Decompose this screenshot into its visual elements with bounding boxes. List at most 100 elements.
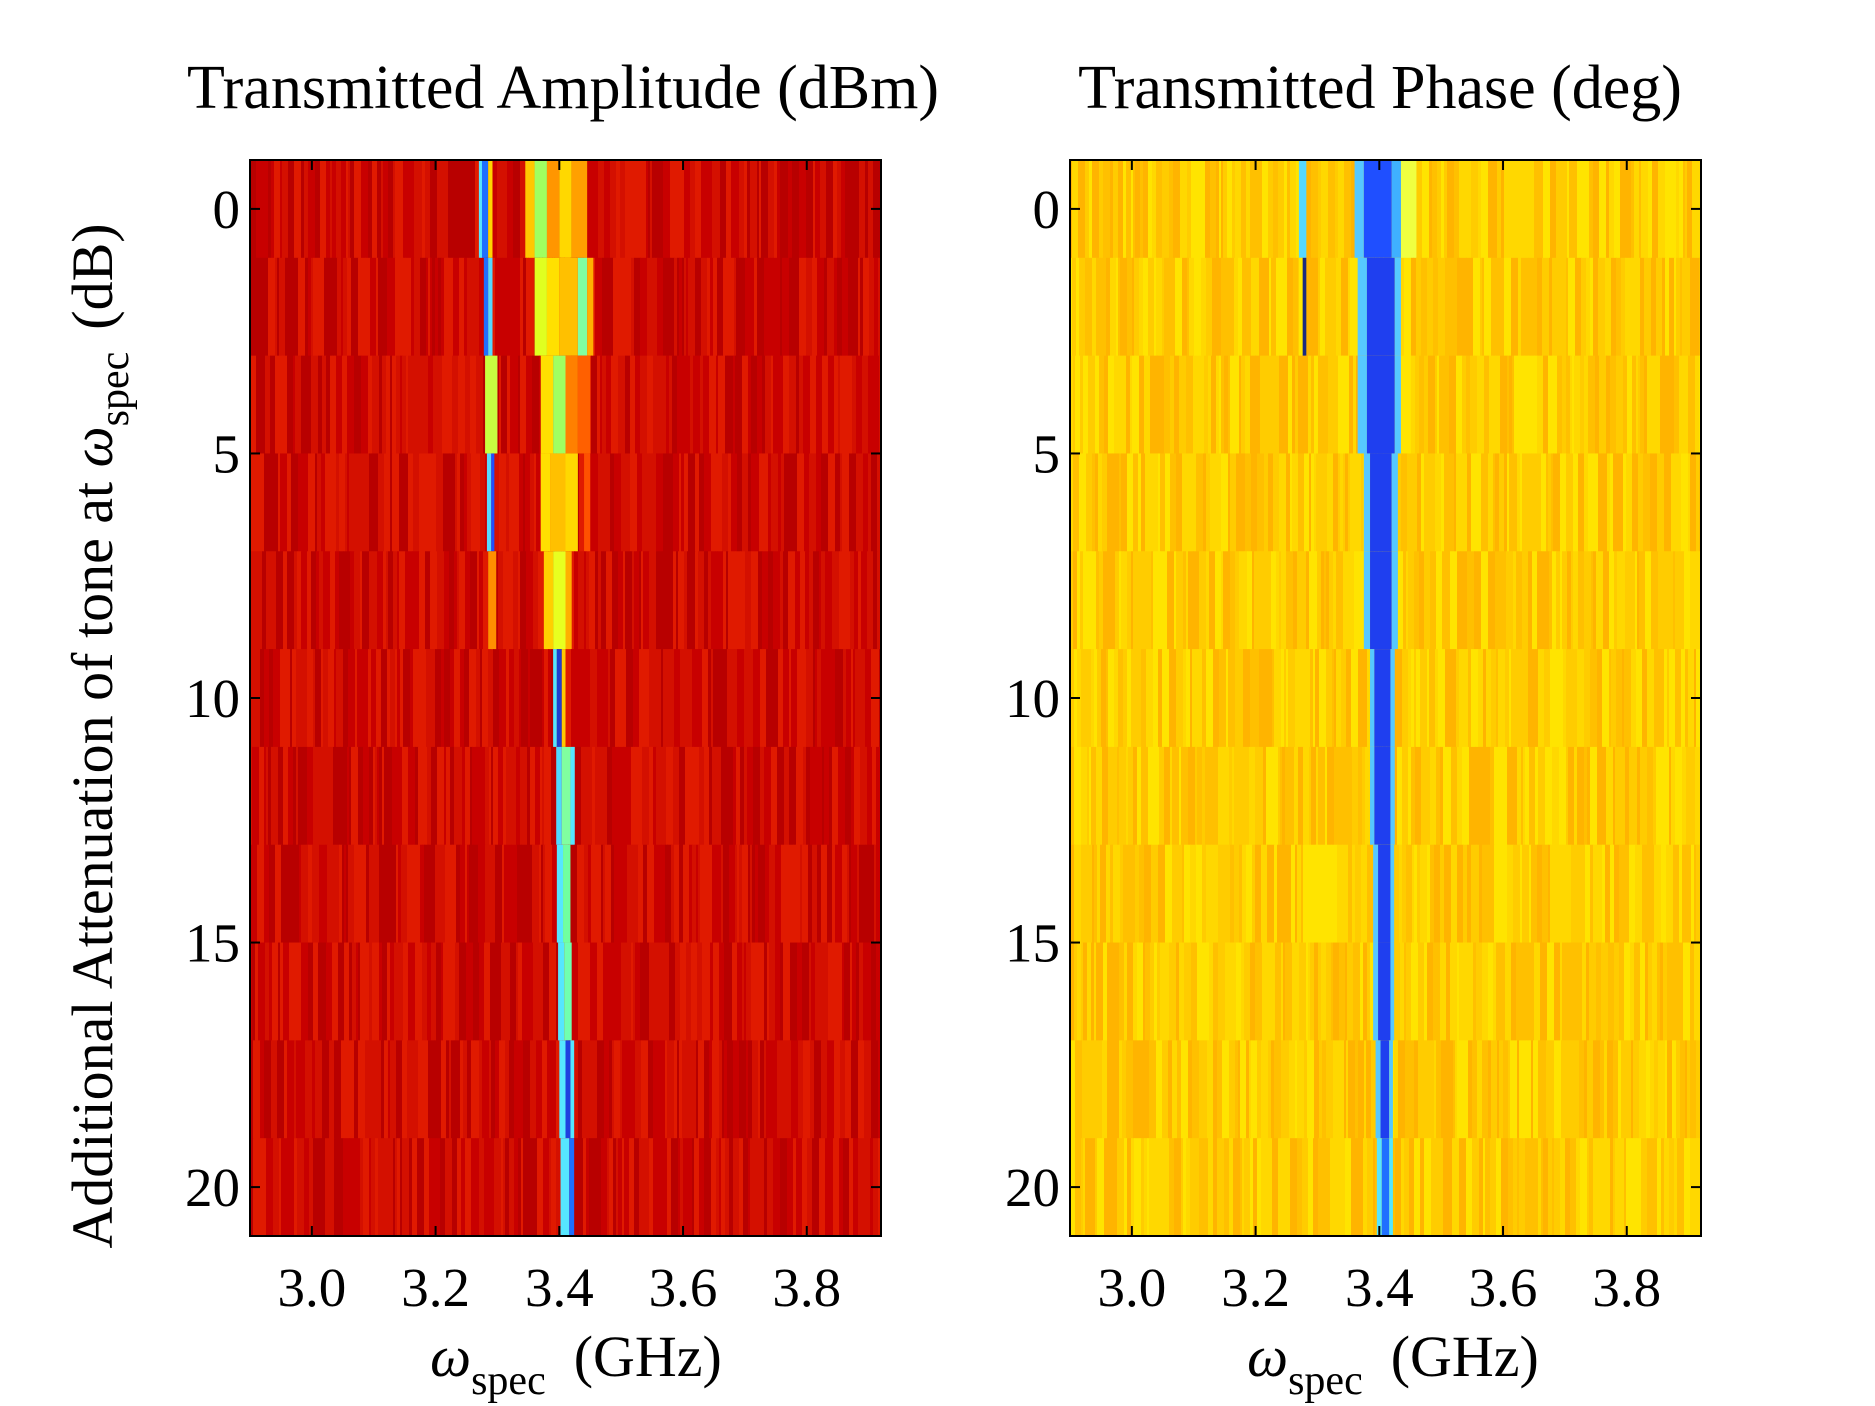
phase-heatmap-cell bbox=[1254, 551, 1257, 650]
amplitude-heatmap-cell bbox=[657, 1040, 661, 1139]
phase-heatmap-cell bbox=[1636, 649, 1643, 748]
amplitude-heatmap-cell bbox=[684, 551, 688, 650]
phase-heatmap-cell bbox=[1679, 160, 1684, 259]
phase-heatmap-cell bbox=[1473, 160, 1479, 259]
phase-heatmap-cell bbox=[1675, 746, 1683, 846]
amplitude-heatmap-cell bbox=[287, 1040, 295, 1139]
amplitude-heatmap-cell bbox=[544, 649, 549, 748]
amplitude-heatmap-cell bbox=[390, 649, 396, 748]
amplitude-heatmap-cell bbox=[745, 551, 752, 650]
phase-heatmap-cell bbox=[1181, 1138, 1184, 1237]
amplitude-heatmap-cell bbox=[376, 257, 379, 357]
amplitude-heatmap-cell bbox=[769, 844, 776, 944]
amplitude-heatmap-cell bbox=[381, 1040, 385, 1139]
amplitude-x-tick-label: 3.6 bbox=[649, 1257, 718, 1318]
amplitude-heatmap-cell bbox=[450, 160, 456, 259]
amplitude-heatmap-cell bbox=[516, 746, 521, 846]
amplitude-heatmap-cell bbox=[803, 1040, 809, 1139]
amplitude-heatmap-cell bbox=[400, 257, 404, 357]
amplitude-heatmap-cell bbox=[520, 551, 527, 650]
amplitude-heatmap-cell bbox=[250, 355, 257, 455]
amplitude-heatmap-cell bbox=[630, 551, 633, 650]
phase-heatmap-cell bbox=[1280, 746, 1283, 846]
amplitude-resonance-band bbox=[565, 1040, 571, 1139]
phase-heatmap-cell bbox=[1507, 355, 1510, 455]
phase-heatmap-cell bbox=[1590, 844, 1594, 944]
phase-heatmap-cell bbox=[1199, 355, 1205, 455]
amplitude-heatmap-cell bbox=[796, 355, 800, 455]
phase-heatmap-cell bbox=[1625, 257, 1632, 357]
amplitude-heatmap-cell bbox=[635, 942, 641, 1041]
amplitude-resonance-band bbox=[553, 649, 557, 748]
phase-heatmap-cell bbox=[1566, 257, 1569, 357]
amplitude-heatmap-cell bbox=[609, 1138, 614, 1237]
phase-heatmap-cell bbox=[1507, 746, 1512, 846]
amplitude-heatmap-cell bbox=[365, 257, 371, 357]
amplitude-heatmap-cell bbox=[821, 453, 829, 552]
amplitude-heatmap-cell bbox=[347, 355, 355, 455]
phase-heatmap-cell bbox=[1215, 746, 1219, 846]
amplitude-heatmap-cell bbox=[809, 551, 814, 650]
amplitude-heatmap-cell bbox=[358, 746, 364, 846]
amplitude-heatmap-cell bbox=[765, 844, 770, 944]
phase-heatmap-cell bbox=[1313, 649, 1316, 748]
phase-heatmap-cell bbox=[1453, 649, 1457, 748]
amplitude-heatmap-cell bbox=[501, 1138, 504, 1237]
phase-heatmap-cell bbox=[1332, 649, 1335, 748]
amplitude-heatmap-cell bbox=[475, 1138, 480, 1237]
phase-heatmap-cell bbox=[1406, 551, 1409, 650]
amplitude-heatmap-cell bbox=[673, 746, 680, 846]
amplitude-heatmap-cell bbox=[676, 551, 679, 650]
phase-heatmap-cell bbox=[1520, 355, 1525, 455]
amplitude-heatmap-cell bbox=[677, 160, 685, 259]
amplitude-heatmap-cell bbox=[387, 942, 391, 1041]
amplitude-heatmap-cell bbox=[642, 746, 650, 846]
phase-heatmap-cell bbox=[1466, 355, 1471, 455]
phase-heatmap-cell bbox=[1613, 1040, 1619, 1139]
phase-heatmap-cell bbox=[1193, 551, 1200, 650]
phase-heatmap-cell bbox=[1207, 1040, 1214, 1139]
phase-heatmap-cell bbox=[1139, 1040, 1147, 1139]
amplitude-heatmap-cell bbox=[629, 1138, 635, 1237]
amplitude-heatmap-cell bbox=[495, 942, 502, 1041]
amplitude-heatmap-cell bbox=[720, 649, 728, 748]
phase-heatmap-cell bbox=[1221, 355, 1225, 455]
amplitude-heatmap-cell bbox=[728, 942, 733, 1041]
phase-heatmap-cell bbox=[1218, 257, 1222, 357]
amplitude-heatmap-cell bbox=[479, 257, 487, 357]
phase-heatmap-cell bbox=[1257, 1040, 1262, 1139]
amplitude-heatmap-cell bbox=[250, 746, 253, 846]
amplitude-heatmap-cell bbox=[397, 551, 400, 650]
phase-heatmap-cell bbox=[1566, 746, 1569, 846]
phase-heatmap-cell bbox=[1499, 1040, 1504, 1139]
amplitude-heatmap-cell bbox=[260, 1040, 265, 1139]
phase-heatmap-cell bbox=[1408, 746, 1412, 846]
phase-heatmap-cell bbox=[1547, 942, 1555, 1041]
amplitude-resonance-band bbox=[534, 160, 547, 259]
phase-heatmap-cell bbox=[1253, 1138, 1258, 1237]
amplitude-heatmap-cell bbox=[869, 257, 875, 357]
amplitude-heatmap-cell bbox=[415, 942, 423, 1041]
amplitude-heatmap-cell bbox=[815, 942, 823, 1041]
amplitude-heatmap-cell bbox=[426, 257, 429, 357]
amplitude-heatmap-cell bbox=[684, 160, 691, 259]
amplitude-heatmap-cell bbox=[790, 160, 793, 259]
phase-heatmap-cell bbox=[1316, 1040, 1320, 1139]
phase-heatmap-cell bbox=[1626, 453, 1633, 552]
phase-heatmap-cell bbox=[1181, 1040, 1189, 1139]
phase-heatmap-cell bbox=[1605, 1138, 1611, 1237]
phase-heatmap-cell bbox=[1483, 649, 1487, 748]
amplitude-heatmap-cell bbox=[622, 1040, 630, 1139]
amplitude-heatmap-cell bbox=[385, 257, 388, 357]
phase-heatmap-cell bbox=[1335, 160, 1339, 259]
amplitude-heatmap-cell bbox=[835, 453, 839, 552]
amplitude-heatmap-cell bbox=[623, 551, 626, 650]
amplitude-heatmap-cell bbox=[657, 1138, 664, 1237]
phase-heatmap-cell bbox=[1144, 844, 1152, 944]
phase-heatmap-cell bbox=[1429, 649, 1436, 748]
amplitude-heatmap-cell bbox=[347, 257, 352, 357]
phase-heatmap-cell bbox=[1525, 1138, 1532, 1237]
amplitude-heatmap-cell bbox=[696, 844, 699, 944]
phase-heatmap-cell bbox=[1562, 942, 1568, 1041]
amplitude-heatmap-cell bbox=[748, 453, 752, 552]
